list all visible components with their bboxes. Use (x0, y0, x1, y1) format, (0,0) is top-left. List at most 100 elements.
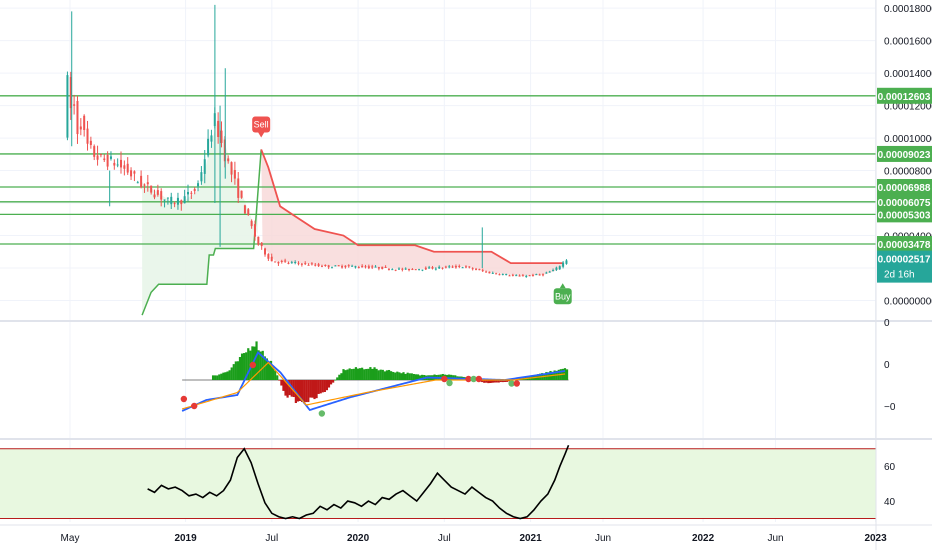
candle-body (542, 274, 545, 276)
candle-body (565, 260, 568, 264)
time-axis-tick: Jul (265, 533, 278, 544)
buy-signal-badge (553, 288, 572, 305)
macd-histogram-bar (222, 372, 225, 380)
candle-body (371, 266, 374, 268)
candle-body (327, 265, 330, 268)
candle-body (120, 159, 123, 168)
candle-body (535, 274, 538, 276)
time-axis[interactable]: May2019Jul2020Jul2021Jun2022Jun2023Jun20… (61, 533, 932, 544)
candle-body (354, 266, 357, 268)
level-price-label: 0.00003478 (878, 240, 931, 251)
candle-body (374, 266, 377, 268)
candle-body (377, 267, 380, 269)
candle-body (314, 264, 317, 266)
candle-body (498, 274, 501, 276)
macd-histogram-bar (323, 380, 326, 392)
level-price-badge[interactable] (877, 145, 932, 162)
macd-histogram-bar (398, 372, 401, 380)
candle-body (464, 266, 467, 268)
macd-histogram-bar (238, 357, 242, 380)
candle-body (351, 265, 354, 267)
macd-histogram-bar (350, 369, 353, 380)
macd-cross-red-dot (513, 380, 520, 387)
macd-histogram-bar (232, 364, 235, 380)
macd-histogram-bar (286, 380, 289, 398)
candle-body (310, 263, 313, 265)
candle-body (73, 104, 76, 106)
macd-histogram-bar (495, 380, 498, 383)
price-axis-tick: 0.00016000 (884, 37, 932, 48)
candle-body (552, 270, 555, 272)
macd-histogram-bar (481, 380, 484, 383)
trailing-stop (141, 149, 563, 316)
macd-histogram-bar (418, 375, 422, 380)
candle-body (86, 128, 89, 144)
level-price-badge[interactable] (877, 236, 932, 253)
time-axis-tick: 2022 (692, 533, 715, 544)
macd-axis-tick: 0 (884, 360, 890, 371)
macd-histogram-bar (410, 373, 413, 380)
candle-body (227, 158, 230, 162)
buy-signal: Buy (553, 283, 572, 305)
candle-body (277, 262, 280, 264)
macd-histogram-bar (247, 348, 250, 380)
level-price-badge[interactable] (877, 178, 932, 195)
level-price-badge[interactable] (877, 193, 932, 210)
macd-histogram-bar (257, 350, 260, 380)
rsi-axis-tick: 40 (884, 497, 896, 508)
macd-histogram-bar (447, 374, 451, 380)
sell-signal-badge (252, 116, 271, 133)
macd-histogram-bar (340, 373, 343, 380)
candle-body (243, 205, 246, 214)
candle-body (150, 185, 153, 193)
candle-body (173, 203, 176, 205)
level-price-badge[interactable] (877, 206, 932, 223)
macd-cross-red-dot (475, 375, 483, 383)
candle-body (461, 267, 464, 269)
candle-body (414, 269, 417, 271)
macd-histogram-bar (389, 371, 393, 380)
macd-histogram-bar (305, 380, 308, 403)
macd-histogram-bar (315, 380, 318, 399)
rsi-panel (0, 444, 876, 520)
macd-histogram-bar (406, 372, 409, 380)
candle-body (501, 274, 504, 276)
candle-body (562, 262, 565, 267)
macd-histogram-bar (278, 380, 281, 381)
bar-countdown-label: 2d 16h (884, 270, 915, 281)
macd-histogram-bar (243, 353, 246, 380)
candle-body (93, 146, 96, 157)
candle-body (444, 266, 447, 268)
candle-body (140, 175, 143, 188)
macd-histogram-bar (497, 380, 500, 383)
time-axis-tick: 2020 (347, 533, 370, 544)
candle-body (518, 275, 521, 277)
price-axis-tick: 0.00014000 (884, 69, 932, 80)
candle-body (344, 265, 347, 268)
price-axis[interactable]: 0.00018000 0.00016000 0.00014000 0.00012000… (877, 4, 932, 508)
macd-histogram-bar (493, 380, 496, 383)
candle-body (401, 268, 404, 270)
candle-body (418, 269, 421, 271)
time-axis-tick: Jun (595, 533, 611, 544)
horizontal-levels[interactable] (0, 95, 876, 245)
candle-body (451, 266, 454, 268)
candle-body (264, 248, 267, 255)
candle-body (280, 260, 283, 262)
time-axis-tick: 2023 (864, 533, 887, 544)
candle-body (397, 268, 400, 270)
macd-histogram-bar (394, 372, 397, 380)
current-price-badge[interactable] (877, 250, 932, 283)
macd-histogram-bar (404, 373, 407, 380)
macd-histogram-bar (400, 373, 403, 380)
signals: Sell Buy (252, 116, 572, 305)
level-price-badge[interactable] (877, 87, 932, 104)
candle-body (505, 274, 508, 276)
candle-body (237, 178, 240, 198)
candle-body (76, 100, 79, 135)
level-price-label: 0.00006988 (878, 183, 931, 194)
price-axis-tick: 0.00012000 (884, 102, 932, 113)
candle-body (528, 275, 531, 277)
